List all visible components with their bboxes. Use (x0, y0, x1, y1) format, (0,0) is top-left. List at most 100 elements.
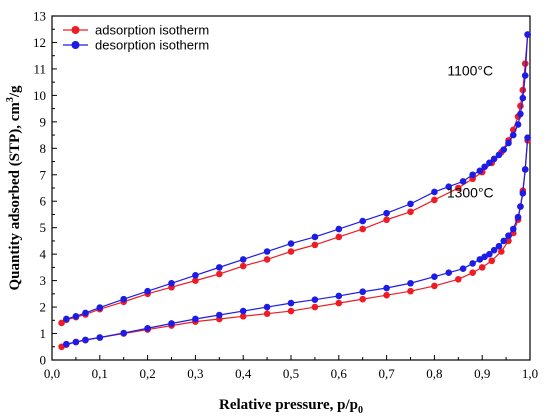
x-tick-label: 1,0 (522, 366, 538, 381)
y-tick-label: 3 (40, 273, 47, 288)
x-tick-label: 0,3 (187, 366, 203, 381)
data-point-1300c-adsorption (359, 295, 367, 303)
annotation-1100c: 1100°C (447, 63, 493, 79)
y-tick-label: 4 (40, 247, 47, 262)
data-point-1300c-desorption (490, 246, 498, 254)
data-point-1100c-desorption (383, 209, 390, 217)
x-axis-title: Relative pressure, p/p0 (219, 397, 363, 416)
data-point-1100c-adsorption (431, 196, 438, 204)
data-point-1100c-desorption (144, 287, 151, 295)
y-tick-label: 5 (40, 220, 47, 235)
data-point-1100c-desorption (519, 94, 527, 102)
data-point-1300c-desorption (514, 213, 522, 221)
data-point-1300c-desorption (239, 307, 247, 315)
y-tick-label: 8 (40, 141, 47, 156)
data-point-1300c-adsorption (488, 257, 496, 265)
data-point-1300c-desorption (120, 329, 127, 337)
series-line-1100c-desorption (66, 34, 529, 320)
data-point-1100c-desorption (311, 233, 319, 241)
data-point-1100c-adsorption (407, 208, 414, 216)
data-point-1100c-adsorption (519, 86, 527, 94)
y-tick-label: 6 (40, 194, 47, 209)
data-point-1100c-desorption (521, 72, 529, 79)
data-point-1300c-desorption (469, 260, 476, 267)
data-point-1100c-desorption (524, 31, 531, 38)
data-point-1100c-desorption (407, 200, 414, 208)
data-point-1300c-desorption (445, 269, 453, 276)
data-point-1100c-desorption (287, 240, 295, 247)
data-point-1300c-adsorption (498, 248, 505, 255)
data-point-1300c-desorption (407, 279, 414, 287)
data-point-1300c-adsorption (505, 237, 512, 245)
y-axis-title-end: /g (7, 85, 23, 98)
data-point-1300c-desorption (359, 288, 367, 296)
x-tick-label: 0,0 (44, 366, 60, 381)
x-tick-label: 0,8 (426, 366, 442, 381)
data-point-1300c-desorption (476, 256, 484, 263)
data-point-1100c-adsorption (311, 241, 319, 249)
y-tick-label: 11 (33, 61, 46, 76)
legend-desorption-marker (71, 41, 80, 49)
x-tick-label: 0,6 (331, 366, 348, 381)
data-point-1300c-desorption (144, 324, 151, 332)
data-point-1300c-desorption (82, 336, 89, 344)
data-point-1100c-desorption (445, 183, 453, 190)
data-point-1300c-desorption (383, 284, 390, 292)
data-point-1300c-adsorption (287, 307, 295, 315)
data-point-1300c-desorption (517, 203, 524, 210)
data-point-1100c-desorption (459, 178, 467, 185)
data-point-1300c-desorption (63, 340, 70, 348)
data-point-1100c-desorption (192, 272, 199, 279)
data-point-1100c-adsorption (263, 256, 271, 263)
data-point-1100c-desorption (517, 110, 524, 118)
data-point-1300c-desorption (72, 338, 80, 346)
data-point-1100c-desorption (359, 217, 367, 225)
data-point-1100c-adsorption (359, 225, 367, 233)
y-tick-label: 12 (33, 35, 46, 50)
data-point-1300c-desorption (96, 334, 104, 341)
data-point-1300c-desorption (311, 296, 319, 303)
data-point-1300c-adsorption (239, 313, 247, 320)
data-point-1100c-desorption (168, 279, 175, 287)
data-point-1100c-desorption (239, 256, 247, 263)
data-point-1100c-desorption (63, 315, 70, 323)
y-axis-title: Quantity adsorbed (STP), cm3/g (5, 85, 23, 291)
x-tick-label: 0,9 (474, 366, 490, 381)
x-axis-title-subscript: 0 (358, 405, 363, 416)
data-point-1300c-desorption (263, 303, 271, 311)
data-point-1100c-desorption (216, 264, 223, 271)
data-point-1300c-adsorption (469, 269, 476, 276)
y-tick-label: 1 (40, 326, 47, 341)
data-point-1100c-desorption (476, 167, 484, 175)
y-tick-label: 13 (33, 9, 46, 24)
data-point-1100c-desorption (481, 163, 488, 171)
y-axis-title-superscript: 3 (5, 97, 16, 102)
data-point-1300c-adsorption (407, 287, 414, 295)
data-point-1300c-desorption (500, 237, 508, 245)
y-tick-label: 10 (33, 88, 46, 103)
data-point-1100c-desorption (514, 121, 522, 128)
data-point-1300c-desorption (524, 134, 531, 142)
data-point-1100c-adsorption (517, 102, 524, 110)
data-point-1100c-adsorption (383, 216, 390, 224)
series-line-1300c-desorption (66, 137, 529, 345)
data-point-1300c-adsorption (263, 310, 271, 317)
x-tick-label: 0,5 (283, 366, 299, 381)
data-point-1300c-desorption (519, 189, 527, 197)
data-point-1100c-adsorption (216, 270, 223, 278)
data-point-1100c-desorption (500, 146, 508, 153)
x-axis: 0,0 0,1 0,2 0,3 0,4 0,5 0,6 0,7 0,8 0,9 1,0 (44, 355, 538, 381)
series-layer (58, 31, 531, 351)
data-point-1100c-desorption (486, 159, 493, 167)
data-point-1100c-desorption (335, 225, 343, 233)
x-tick-label: 0,1 (92, 366, 108, 381)
data-point-1100c-desorption (509, 131, 517, 139)
data-point-1300c-desorption (521, 166, 529, 173)
y-tick-label: 7 (40, 167, 47, 182)
data-point-1300c-desorption (192, 315, 199, 323)
data-point-1100c-desorption (96, 304, 104, 311)
data-point-1300c-desorption (287, 299, 295, 307)
data-point-1100c-adsorption (335, 233, 343, 241)
